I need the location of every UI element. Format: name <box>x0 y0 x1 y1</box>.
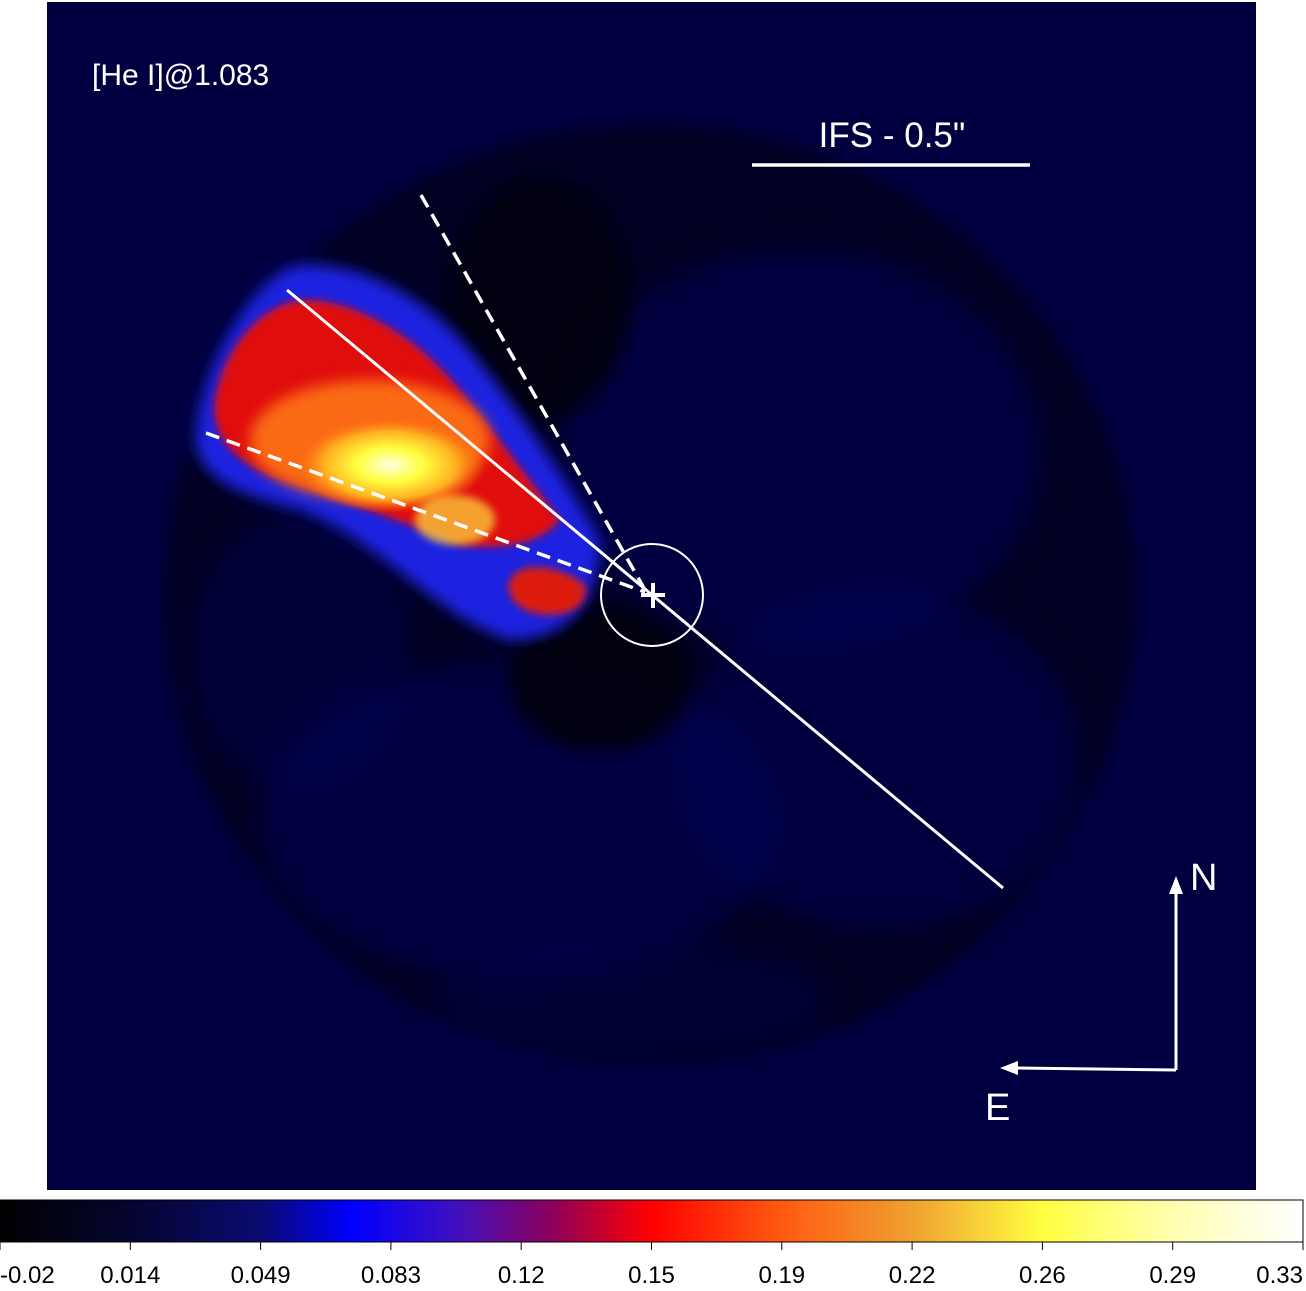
colorbar-tick-label: 0.083 <box>361 1262 421 1289</box>
scale-bar: IFS - 0.5" <box>752 116 1030 167</box>
compass-east-shaft <box>1014 1066 1177 1072</box>
compass: N E <box>985 857 1217 1129</box>
colorbar-tick-label: 0.29 <box>1149 1262 1196 1289</box>
colorbar-tick-label: 0.33 <box>1256 1262 1303 1289</box>
scale-bar-label: IFS - 0.5" <box>819 116 966 155</box>
colorbar-tick-label: 0.014 <box>100 1262 160 1289</box>
central-circle <box>600 543 704 647</box>
colorbar-tick-label: 0.12 <box>498 1262 545 1289</box>
line-label: [He I]@1.083 <box>92 59 269 92</box>
compass-north-label: N <box>1190 857 1217 899</box>
east-arrow-icon <box>1000 1061 1018 1075</box>
north-arrow-icon <box>1169 876 1183 894</box>
cone-edge-dashed-lower <box>205 431 646 594</box>
compass-east-label: E <box>985 1087 1010 1129</box>
colorbar: -0.02 0.014 0.049 0.083 0.12 0.15 0.19 0.22 0.26… <box>0 1199 1304 1289</box>
colorbar-gradient <box>0 1199 1304 1243</box>
colorbar-tick-label: 0.19 <box>758 1262 805 1289</box>
colorbar-tick-label: 0.049 <box>231 1262 291 1289</box>
colorbar-tick-label: -0.02 <box>0 1262 55 1289</box>
cone-edge-dashed-upper <box>419 194 647 591</box>
colorbar-tick-label: 0.15 <box>628 1262 675 1289</box>
colorbar-tick-label: 0.26 <box>1019 1262 1066 1289</box>
colorbar-tick-label: 0.22 <box>889 1262 936 1289</box>
colorbar-ticks: -0.02 0.014 0.049 0.083 0.12 0.15 0.19 0.22 0.26… <box>0 1242 1304 1289</box>
axis-overlays <box>205 194 1004 890</box>
